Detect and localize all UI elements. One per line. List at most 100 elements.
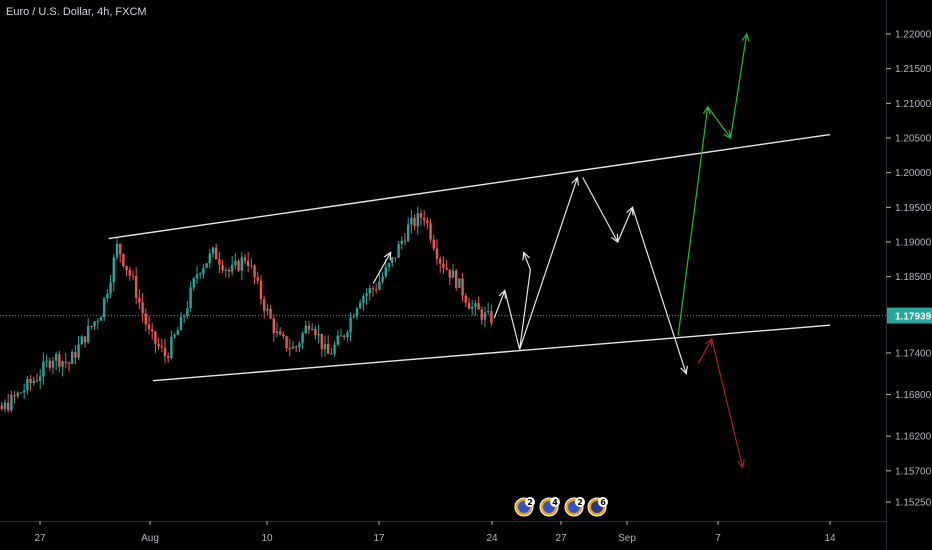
candle-body [154, 331, 157, 344]
candle-body [490, 311, 493, 324]
candle-body [266, 308, 269, 311]
candle-body [186, 308, 189, 317]
candle-body [429, 223, 432, 240]
price-tick-label: 1.18500 [895, 272, 932, 283]
time-tick-label: 17 [373, 533, 385, 544]
bullish-arrow-1[interactable] [677, 106, 709, 336]
projection-arrow-2[interactable] [504, 252, 532, 350]
projection-arrow-6[interactable] [631, 207, 687, 374]
candle-body [330, 353, 333, 355]
candle-body [451, 270, 455, 278]
candle-body [477, 303, 480, 310]
projection-arrow-4[interactable] [582, 177, 619, 243]
candle-body [336, 335, 339, 345]
candle-body [262, 299, 266, 311]
bearish-arrow-1[interactable] [697, 338, 713, 364]
bearish-arrow-2-head [737, 459, 745, 469]
candle-body [138, 297, 141, 303]
candle-body [122, 254, 125, 266]
candle-body [442, 263, 445, 268]
candle-body [160, 346, 163, 348]
candle-body [454, 270, 458, 288]
candle-body [301, 333, 304, 344]
price-tick-label: 1.21500 [895, 64, 932, 75]
projection-arrow-1[interactable] [493, 290, 506, 319]
candle-body [483, 312, 487, 320]
candle-body [29, 379, 32, 384]
price-tick-label: 1.20500 [895, 134, 932, 145]
candles-layer [0, 206, 493, 413]
event-count-badge [575, 497, 585, 507]
candle-body [211, 247, 215, 254]
candle-body [51, 360, 55, 368]
candle-body [16, 392, 19, 397]
candle-body [333, 344, 336, 354]
price-tick-label: 1.16800 [895, 390, 932, 401]
channel-lower-line[interactable] [152, 324, 831, 382]
event-count-badge [598, 497, 608, 507]
projection-arrow-3[interactable] [519, 177, 578, 350]
price-tick-label: 1.21000 [895, 99, 932, 110]
candle-body [419, 213, 423, 218]
candle-body [362, 296, 365, 303]
candle-body [218, 259, 221, 265]
candle-body [192, 278, 195, 288]
candle-body [115, 243, 119, 258]
candle-body [38, 376, 42, 381]
candle-body [74, 351, 77, 358]
channel-upper-line[interactable] [108, 133, 831, 240]
candle-body [253, 265, 256, 278]
candle-body [3, 402, 7, 410]
candle-body [397, 244, 400, 258]
candle-body [272, 318, 275, 334]
candle-body [147, 324, 151, 330]
bullish-arrow-3[interactable] [729, 33, 748, 139]
candle-body [134, 276, 138, 298]
candle-body [256, 277, 259, 281]
candle-body [285, 336, 288, 349]
candle-body [240, 257, 243, 271]
candle-body [128, 270, 131, 276]
candle-body [118, 243, 122, 255]
candle-body [42, 361, 45, 377]
candle-body [371, 288, 375, 290]
candle-body [438, 258, 442, 264]
candle-body [35, 380, 39, 382]
candle-body [432, 239, 435, 249]
price-tick-label: 1.19000 [895, 238, 932, 249]
projection-arrow-3-head [571, 176, 580, 186]
candle-body [458, 278, 461, 288]
candle-body [224, 269, 227, 271]
last-price-label: 1.17939 [895, 312, 932, 323]
candle-body [416, 213, 419, 227]
time-tick-label: Aug [141, 533, 159, 544]
time-tick-label: 27 [555, 533, 567, 544]
candle-body [131, 275, 135, 277]
candle-body [198, 273, 202, 275]
candle-body [6, 402, 10, 411]
price-tick-label: 1.19500 [895, 203, 932, 214]
candle-body [381, 276, 384, 282]
candle-body [294, 346, 298, 348]
candle-body [480, 309, 483, 320]
small-projection-arrow[interactable] [372, 252, 392, 284]
candle-body [83, 336, 87, 343]
candle-body [26, 379, 29, 391]
bullish-arrow-2[interactable] [707, 106, 732, 139]
projection-arrow-2-head [522, 251, 530, 261]
time-tick-label: 7 [715, 533, 721, 544]
candle-body [307, 325, 311, 330]
candle-body [259, 280, 263, 300]
candle-body [470, 306, 474, 309]
candle-body [317, 333, 320, 336]
candle-body [45, 360, 48, 362]
projection-arrow-5[interactable] [617, 207, 634, 243]
candle-body [86, 326, 90, 343]
candle-body [77, 344, 80, 358]
candle-body [10, 395, 13, 411]
candle-body [288, 348, 291, 350]
candle-body [342, 335, 346, 337]
candle-body [346, 332, 349, 337]
bearish-arrow-2[interactable] [711, 338, 744, 468]
